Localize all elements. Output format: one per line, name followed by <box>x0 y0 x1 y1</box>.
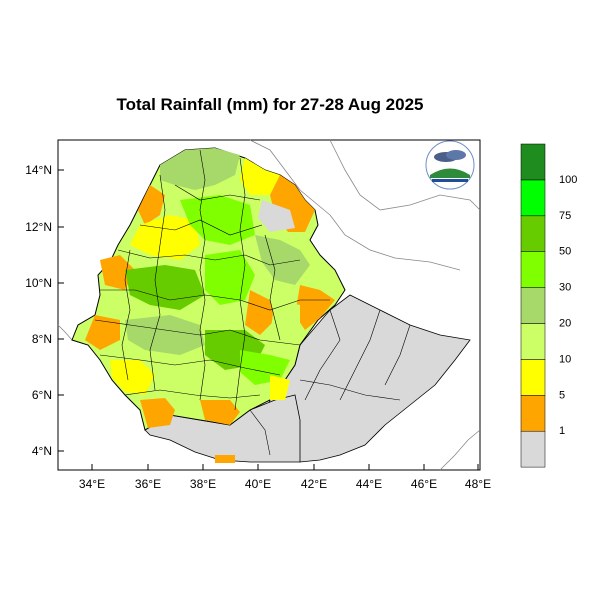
y-tick-label: 4°N <box>32 444 52 458</box>
x-tick-label: 36°E <box>135 477 161 491</box>
colorbar-segment <box>520 215 546 252</box>
y-tick-label: 8°N <box>32 332 52 346</box>
y-axis: 14°N 12°N 10°N 8°N 6°N 4°N <box>25 163 64 458</box>
colorbar-label: 10 <box>559 353 571 365</box>
y-tick-label: 14°N <box>25 163 52 177</box>
x-tick-label: 48°E <box>465 477 491 491</box>
x-tick-label: 34°E <box>79 477 105 491</box>
colorbar-label: 100 <box>559 174 577 186</box>
colorbar-segment <box>520 287 546 324</box>
colorbar-segment <box>520 251 546 288</box>
colorbar-label: 50 <box>559 246 571 258</box>
y-tick-label: 10°N <box>25 276 52 290</box>
colorbar-label: 30 <box>559 282 571 294</box>
colorbar-label: 75 <box>559 210 571 222</box>
somali-admin-lines <box>249 309 411 456</box>
y-tick-label: 6°N <box>32 388 52 402</box>
x-tick-label: 42°E <box>301 477 327 491</box>
x-tick-label: 44°E <box>356 477 382 491</box>
colorbar: 1 5 10 20 30 50 75 100 <box>520 143 577 468</box>
neighbor-borders <box>57 139 481 471</box>
x-tick-label: 46°E <box>411 477 437 491</box>
colorbar-segment <box>520 143 546 181</box>
x-axis: 34°E 36°E 38°E 40°E 42°E 44°E 46°E 48°E <box>79 464 491 491</box>
colorbar-label: 20 <box>559 318 571 330</box>
colorbar-segment <box>520 179 546 217</box>
colorbar-segment <box>520 395 546 432</box>
meteorology-agency-logo <box>425 140 475 190</box>
x-tick-label: 40°E <box>245 477 271 491</box>
colorbar-segment <box>520 430 546 468</box>
colorbar-label: 5 <box>559 389 565 401</box>
admin-boundaries <box>94 149 330 411</box>
rainfall-patches <box>85 148 335 463</box>
y-tick-label: 12°N <box>25 220 52 234</box>
colorbar-label: 1 <box>559 425 565 437</box>
colorbar-segment <box>520 323 546 360</box>
map-title: Total Rainfall (mm) for 27-28 Aug 2025 <box>116 95 424 114</box>
x-tick-label: 38°E <box>190 477 216 491</box>
colorbar-segment <box>520 359 546 396</box>
